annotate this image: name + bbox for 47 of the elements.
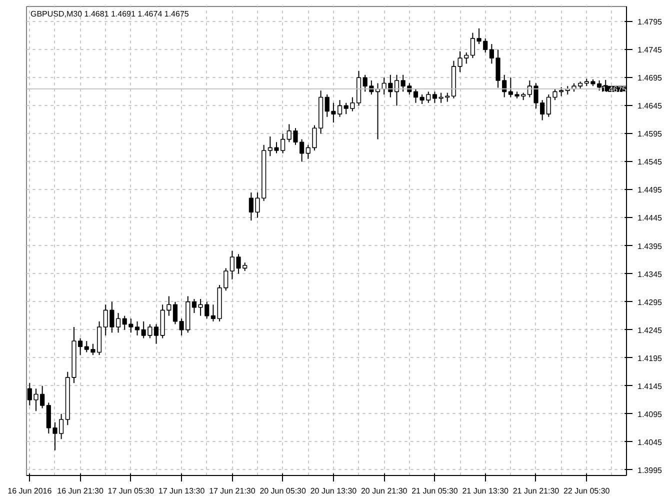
x-tick-label: 21 Jun 13:30 (462, 486, 510, 496)
y-tick-label: 1.4745 (638, 46, 663, 55)
y-tick-label: 1.4295 (638, 298, 663, 307)
x-tick-label: 21 Jun 21:30 (512, 486, 560, 496)
y-tick-label: 1.4645 (638, 102, 663, 111)
candlestick (192, 298, 197, 314)
y-tick-label: 1.4495 (638, 186, 663, 195)
candlestick (394, 74, 400, 106)
candlestick (413, 88, 418, 104)
candlestick (46, 402, 51, 434)
y-tick-label: 1.4045 (638, 438, 663, 447)
candlestick (154, 324, 159, 344)
x-tick-label: 17 Jun 13:30 (158, 486, 206, 496)
candlestick (134, 320, 140, 336)
x-tick-label: 22 Jun 05:30 (563, 486, 610, 496)
candlestick (508, 77, 513, 98)
y-tick-label: 1.4145 (638, 382, 663, 391)
y-tick-label: 1.4095 (638, 410, 663, 419)
ref-line-label: 1.4675 (602, 84, 628, 94)
y-tick-label: 1.4695 (638, 74, 663, 83)
x-tick-label: 20 Jun 05:30 (260, 486, 307, 496)
y-tick-label: 1.4395 (638, 242, 663, 251)
chart-title: GBPUSD,M30 1.4681 1.4691 1.4674 1.4675 (30, 10, 190, 18)
y-tick-label: 1.4595 (638, 130, 663, 139)
y-tick-label: 1.4245 (638, 326, 663, 335)
candlestick (464, 52, 469, 64)
x-tick-label: 16 Jun 2016 (8, 486, 52, 496)
candlestick (400, 74, 406, 92)
x-tick-label: 16 Jun 21:30 (57, 486, 104, 496)
x-tick-label: 20 Jun 21:30 (360, 486, 408, 496)
y-tick-label: 1.4195 (638, 354, 663, 363)
y-tick-label: 1.4345 (638, 270, 663, 279)
x-tick-label: 21 Jun 05:30 (412, 486, 458, 496)
y-tick-label: 1.4795 (638, 18, 663, 27)
candlestick (362, 74, 368, 92)
y-tick-label: 1.4445 (638, 214, 663, 223)
candlestick (172, 301, 178, 325)
x-tick-label: 20 Jun 13:30 (310, 486, 358, 496)
x-tick-label: 17 Jun 21:30 (209, 486, 256, 496)
candlestick (84, 340, 89, 353)
x-tick-label: 17 Jun 05:30 (108, 486, 155, 496)
y-tick-label: 1.3995 (638, 466, 663, 475)
y-tick-label: 1.4545 (638, 158, 663, 167)
candlestick (116, 312, 121, 334)
candlestick (300, 138, 304, 162)
candlestick (502, 74, 507, 98)
candlestick (432, 91, 438, 104)
